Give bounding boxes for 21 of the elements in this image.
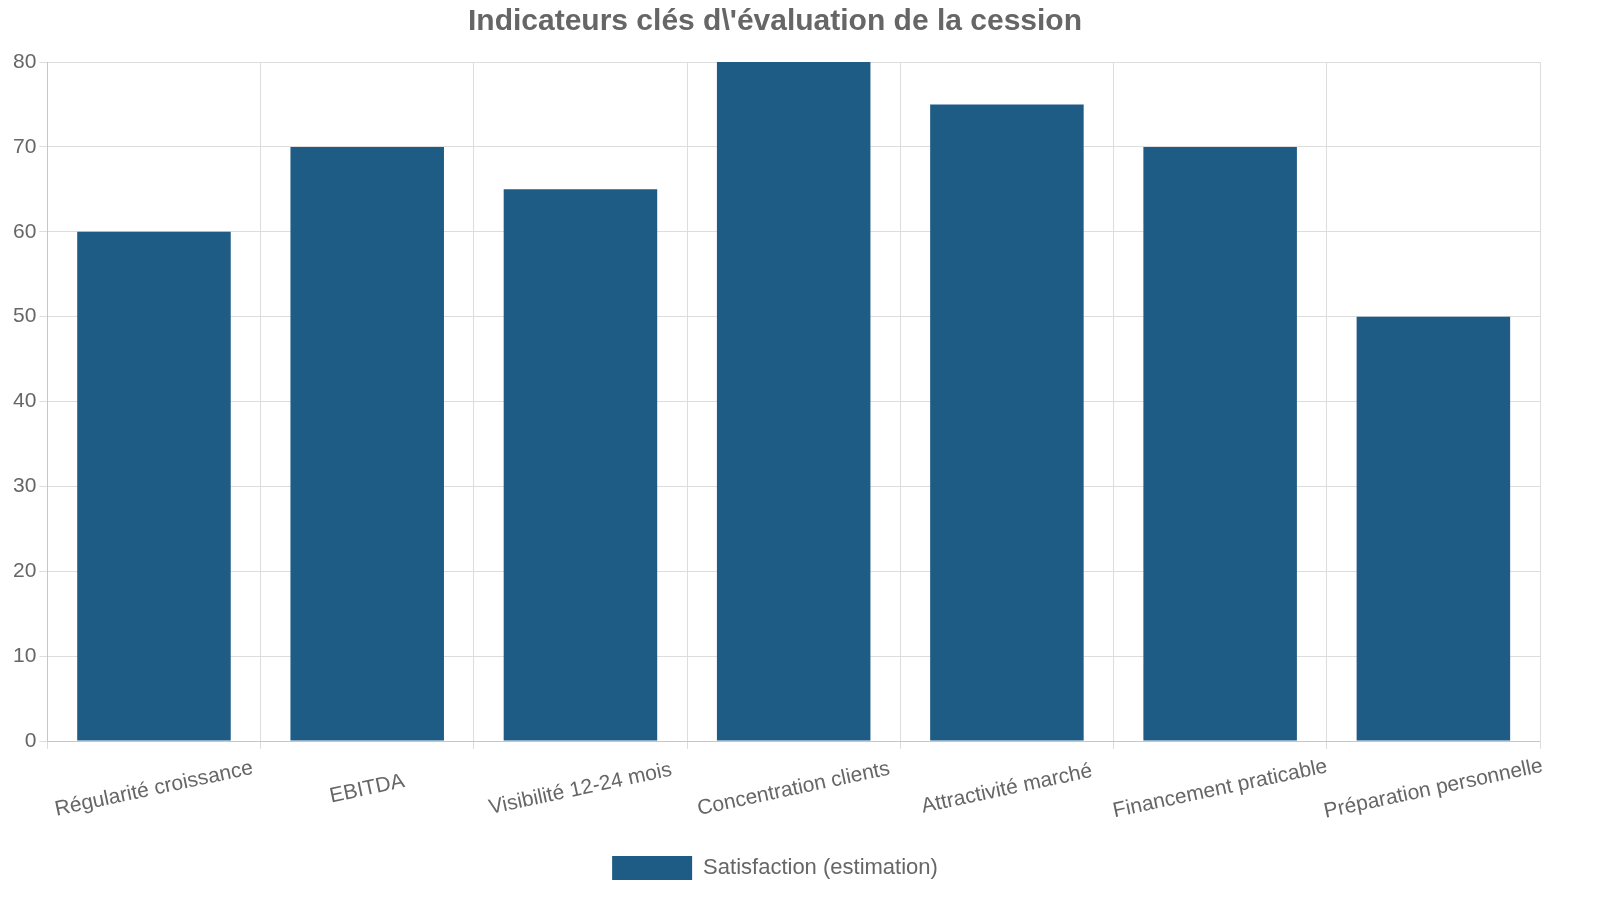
bar: [1143, 146, 1297, 741]
y-tick-label: 80: [13, 48, 37, 72]
x-tick-label: Régularité croissance: [52, 755, 255, 820]
bar: [77, 231, 231, 741]
y-tick-label: 50: [13, 303, 37, 327]
y-tick-label: 20: [13, 558, 37, 582]
y-tick-label: 60: [13, 218, 37, 242]
y-tick-label: 30: [13, 473, 37, 497]
y-tick-label: 40: [13, 388, 37, 412]
y-tick-label: 10: [13, 642, 37, 666]
bar: [1356, 316, 1511, 741]
legend-label: Satisfaction (estimation): [703, 854, 938, 880]
x-tick-label: Visibilité 12-24 mois: [486, 756, 674, 818]
bar: [503, 189, 658, 741]
y-tick-label: 70: [13, 133, 37, 157]
bar: [290, 146, 444, 741]
x-tick-label: EBITDA: [327, 768, 407, 807]
bar: [930, 104, 1084, 741]
bar: [716, 62, 871, 741]
y-tick-label: 0: [24, 727, 37, 751]
chart-title: Indicateurs clés d\'évaluation de la cession: [467, 3, 1083, 37]
